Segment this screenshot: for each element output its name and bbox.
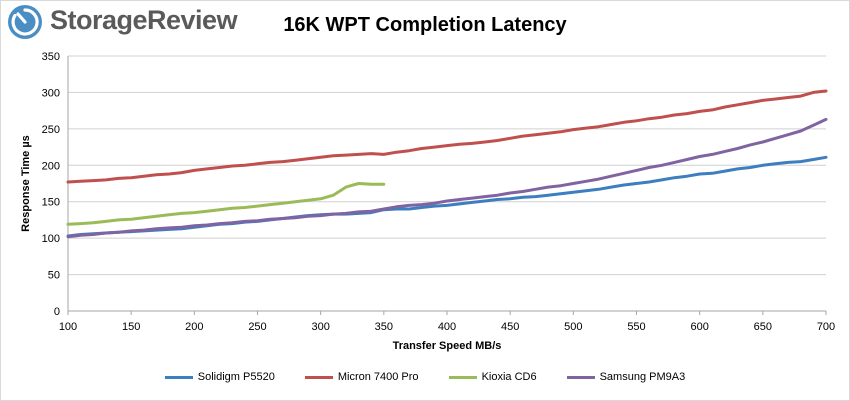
x-tick-label: 500 [564,321,582,333]
legend: Solidigm P5520 Micron 7400 Pro Kioxia CD6 S… [0,371,850,383]
legend-item: Kioxia CD6 [448,371,537,383]
x-tick-label: 200 [185,321,203,333]
legend-label: Solidigm P5520 [197,371,275,383]
storagereview-logo-icon [8,5,42,39]
x-tick-label: 700 [817,321,835,333]
legend-swatch [164,375,193,379]
series-line-kioxia-cd6 [66,182,386,226]
chart-title: 16K WPT Completion Latency [283,14,567,36]
y-tick-label: 50 [48,270,60,282]
y-tick-label: 350 [42,51,60,63]
storagereview-logo: StorageReview [6,3,238,43]
x-tick-label: 350 [375,321,393,333]
legend-swatch [304,375,333,379]
y-tick-label: 300 [42,87,60,99]
x-tick-label: 450 [501,321,519,333]
y-tick-label: 150 [42,197,60,209]
legend-item: Samsung PM9A3 [566,371,686,383]
x-tick-label: 550 [627,321,645,333]
legend-item: Micron 7400 Pro [304,371,419,383]
y-tick-label: 100 [42,233,60,245]
legend-label: Samsung PM9A3 [599,371,686,383]
y-tick-label: 200 [42,160,60,172]
x-tick-label: 600 [690,321,708,333]
y-axis-label: Response Time µs [20,135,32,232]
series-line-solidigm-p5520 [66,155,828,238]
x-tick-label: 100 [59,321,77,333]
x-tick-label: 250 [248,321,266,333]
legend-label: Micron 7400 Pro [337,371,419,383]
x-tick-label: 400 [438,321,456,333]
legend-label: Kioxia CD6 [481,371,537,383]
x-axis-label: Transfer Speed MB/s [393,340,502,352]
legend-item: Solidigm P5520 [164,371,275,383]
legend-swatch [448,375,477,379]
x-tick-label: 650 [754,321,772,333]
x-tick-label: 300 [311,321,329,333]
series-line-micron-7400-pro [66,89,828,184]
y-tick-label: 250 [42,124,60,136]
x-tick-label: 150 [122,321,140,333]
brand-name: StorageReview [50,5,238,35]
legend-swatch [566,375,595,379]
y-tick-label: 0 [54,306,60,318]
series-line-samsung-pm9a3 [66,117,828,239]
